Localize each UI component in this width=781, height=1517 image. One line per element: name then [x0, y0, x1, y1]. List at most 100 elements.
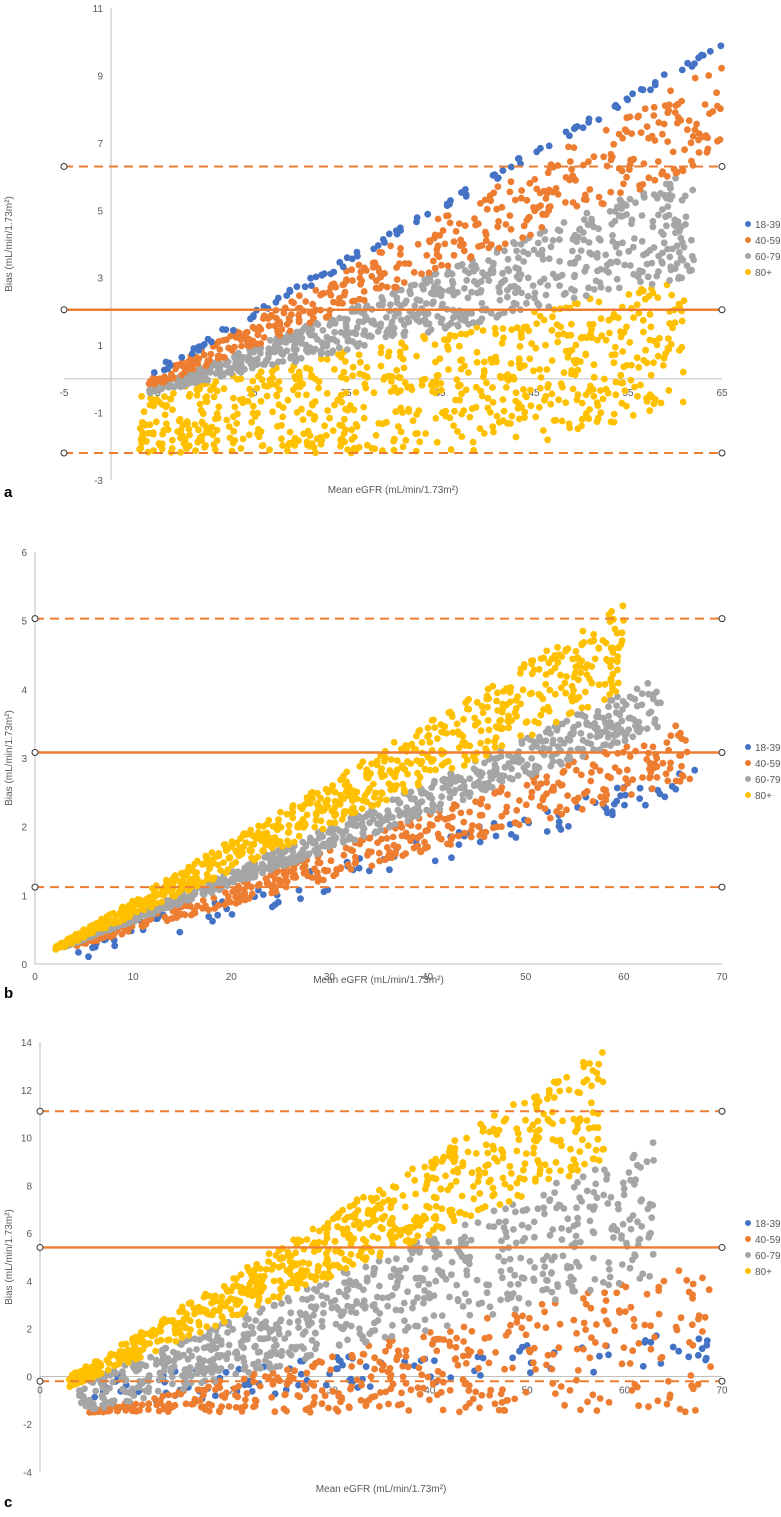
point-80+ — [212, 378, 220, 385]
point-40-59 — [580, 1319, 588, 1327]
point-40-59 — [513, 807, 521, 814]
point-80+ — [512, 389, 520, 397]
point-80+ — [397, 404, 405, 412]
point-40-59 — [303, 1369, 311, 1377]
point-80+ — [516, 343, 524, 350]
point-80+ — [614, 679, 622, 687]
point-40-59 — [465, 1382, 473, 1389]
point-40-59 — [485, 1359, 493, 1367]
point-80+ — [335, 351, 342, 358]
point-40-59 — [660, 120, 668, 128]
point-80+ — [646, 311, 654, 318]
point-60-79 — [515, 275, 523, 283]
point-80+ — [158, 440, 166, 448]
point-60-79 — [477, 781, 485, 789]
point-40-59 — [572, 766, 580, 774]
point-60-79 — [434, 313, 442, 320]
point-40-59 — [637, 129, 645, 137]
point-40-59 — [476, 1404, 483, 1412]
point-80+ — [584, 703, 592, 711]
point-18-39 — [675, 1347, 683, 1355]
point-40-59 — [618, 1360, 626, 1368]
point-80+ — [539, 695, 547, 703]
point-80+ — [466, 742, 474, 750]
point-40-59 — [359, 1350, 367, 1358]
point-40-59 — [414, 240, 422, 248]
point-40-59 — [161, 373, 168, 381]
point-80+ — [80, 933, 87, 940]
point-80+ — [512, 705, 520, 712]
point-80+ — [547, 400, 555, 408]
point-80+ — [557, 671, 564, 679]
point-60-79 — [495, 311, 503, 318]
point-80+ — [593, 399, 601, 407]
point-60-79 — [497, 753, 505, 760]
point-60-79 — [569, 235, 577, 243]
point-40-59 — [556, 1320, 564, 1328]
point-40-59 — [541, 805, 549, 813]
point-40-59 — [434, 215, 442, 223]
point-60-79 — [471, 780, 478, 788]
point-80+ — [561, 679, 569, 687]
y-tick-label: 8 — [26, 1181, 32, 1192]
point-18-39 — [657, 1360, 665, 1367]
point-80+ — [537, 384, 544, 392]
point-18-39 — [91, 1393, 99, 1401]
point-60-79 — [591, 1276, 599, 1283]
point-80+ — [660, 362, 667, 369]
point-60-79 — [673, 260, 681, 267]
point-18-39 — [308, 282, 315, 289]
point-60-79 — [536, 733, 543, 741]
point-80+ — [555, 396, 563, 404]
point-80+ — [160, 427, 168, 434]
point-80+ — [535, 665, 543, 673]
point-18-39 — [702, 1354, 710, 1362]
point-40-59 — [445, 814, 453, 822]
point-60-79 — [233, 875, 241, 883]
point-80+ — [595, 298, 603, 306]
point-60-79 — [381, 1333, 389, 1341]
point-60-79 — [217, 876, 224, 884]
point-60-79 — [376, 820, 384, 828]
point-60-79 — [414, 1294, 421, 1302]
point-80+ — [551, 690, 559, 698]
point-60-79 — [363, 302, 371, 310]
point-60-79 — [234, 868, 242, 876]
point-18-39 — [557, 826, 565, 833]
point-40-59 — [436, 232, 444, 239]
point-60-79 — [444, 322, 452, 329]
point-80+ — [642, 346, 649, 354]
point-40-59 — [532, 204, 540, 212]
point-80+ — [398, 762, 406, 770]
point-60-79 — [438, 793, 446, 800]
point-80+ — [215, 403, 223, 411]
point-80+ — [186, 390, 194, 398]
point-40-59 — [461, 222, 469, 230]
point-40-59 — [333, 866, 340, 873]
point-40-59 — [628, 1387, 636, 1394]
point-40-59 — [392, 283, 400, 291]
point-40-59 — [482, 828, 490, 836]
point-60-79 — [558, 1225, 565, 1232]
point-60-79 — [430, 780, 438, 787]
point-40-59 — [222, 1390, 230, 1398]
point-40-59 — [676, 1405, 684, 1413]
point-60-79 — [605, 703, 612, 711]
point-80+ — [269, 374, 276, 382]
point-60-79 — [572, 1232, 580, 1240]
point-40-59 — [506, 212, 514, 220]
point-40-59 — [351, 859, 359, 867]
point-18-39 — [691, 766, 699, 774]
point-60-79 — [585, 239, 593, 246]
point-60-79 — [512, 289, 519, 297]
point-80+ — [544, 436, 551, 444]
point-60-79 — [569, 729, 576, 736]
point-80+ — [462, 699, 470, 707]
point-40-59 — [243, 1390, 251, 1397]
point-40-59 — [647, 768, 655, 776]
point-60-79 — [305, 1352, 312, 1360]
point-40-59 — [402, 1347, 410, 1354]
point-40-59 — [626, 166, 633, 174]
point-60-79 — [256, 1335, 264, 1342]
point-40-59 — [139, 923, 147, 930]
